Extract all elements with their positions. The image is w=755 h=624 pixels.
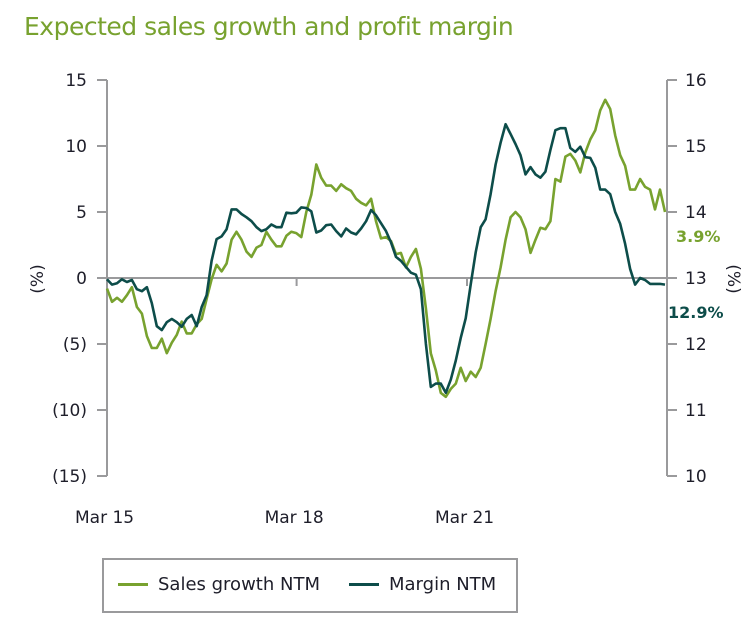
legend-item-margin: Margin NTM bbox=[349, 574, 496, 595]
end-label-sales-growth: 3.9% bbox=[676, 227, 720, 246]
left-tick-label: (5) bbox=[63, 335, 87, 355]
axes bbox=[97, 79, 677, 477]
legend-label-margin: Margin NTM bbox=[389, 574, 497, 595]
x-tick-label: Mar 18 bbox=[265, 508, 324, 528]
right-tick-label: 14 bbox=[685, 203, 707, 223]
chart-title: Expected sales growth and profit margin bbox=[24, 12, 514, 41]
left-tick-label: (10) bbox=[52, 401, 87, 421]
right-tick-label: 13 bbox=[685, 269, 707, 289]
end-label-margin: 12.9% bbox=[668, 303, 724, 322]
left-tick-label: 15 bbox=[65, 71, 87, 91]
series-line-sales-growth bbox=[105, 98, 667, 399]
x-tick-label: Mar 15 bbox=[75, 508, 134, 528]
x-tick-label: Mar 21 bbox=[435, 508, 494, 528]
right-tick-label: 12 bbox=[685, 335, 707, 355]
left-tick-label: 5 bbox=[76, 203, 87, 223]
right-tick-label: 10 bbox=[685, 467, 707, 487]
chart-area: 15 10 5 0 (5) (10) (15) 16 15 14 13 12 11 10 Mar 15 Mar… bbox=[28, 71, 743, 528]
tick-labels: 15 10 5 0 (5) (10) (15) 16 15 14 13 12 11 10 Mar 15 Mar… bbox=[28, 71, 743, 528]
right-tick-label: 16 bbox=[685, 71, 707, 91]
legend-swatch-sales bbox=[118, 583, 148, 586]
legend-item-sales: Sales growth NTM bbox=[118, 574, 320, 595]
left-tick-label: 0 bbox=[76, 269, 87, 289]
legend-swatch-margin bbox=[349, 583, 379, 586]
right-axis-title: (%) bbox=[723, 264, 743, 293]
legend-label-sales: Sales growth NTM bbox=[158, 574, 320, 595]
left-tick-label: 10 bbox=[65, 137, 87, 157]
right-tick-label: 15 bbox=[685, 137, 707, 157]
legend: Sales growth NTM Margin NTM bbox=[102, 558, 518, 613]
left-tick-label: (15) bbox=[52, 467, 87, 487]
series-lines bbox=[105, 98, 667, 399]
right-tick-label: 11 bbox=[685, 401, 707, 421]
left-axis-title: (%) bbox=[28, 264, 48, 293]
series-line-margin bbox=[106, 122, 666, 395]
